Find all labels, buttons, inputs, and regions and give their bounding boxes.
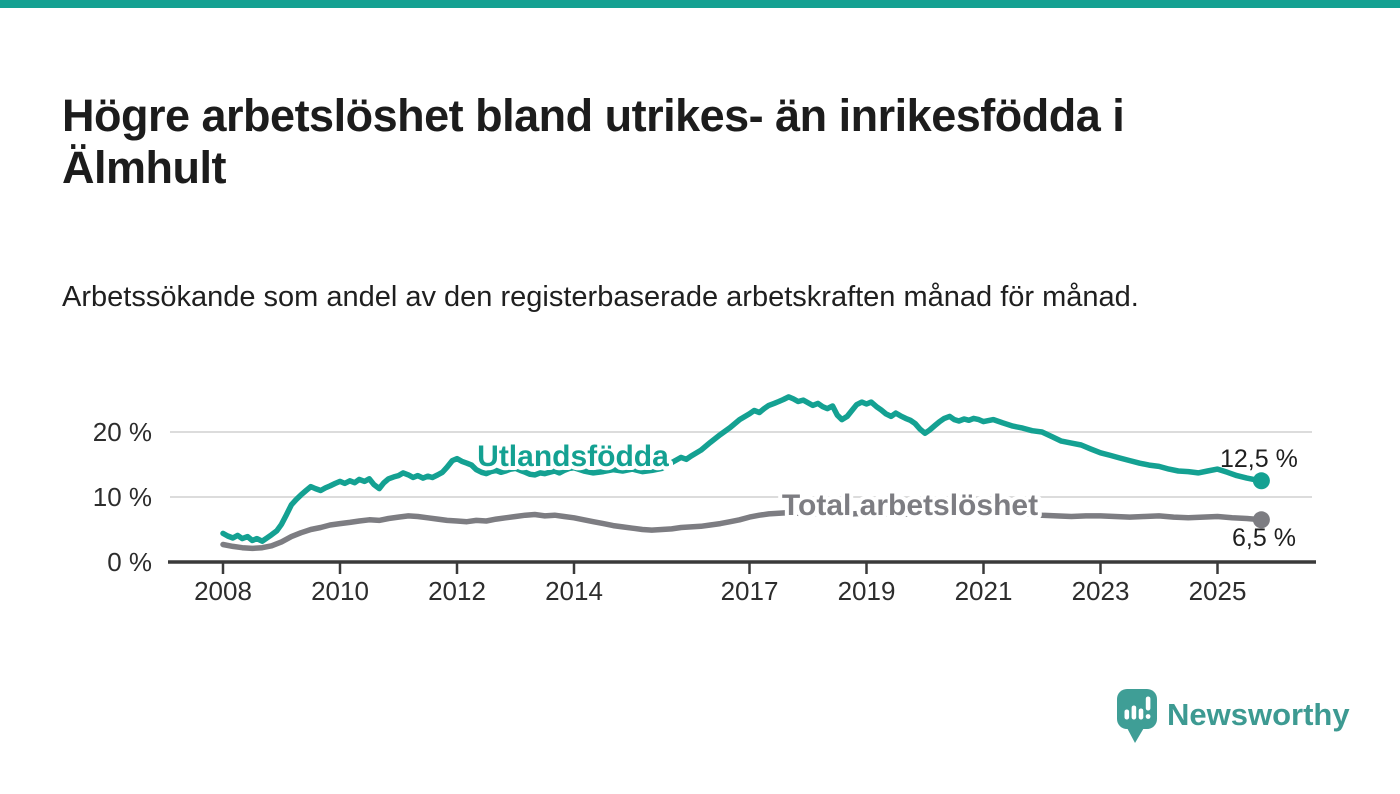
end-dot-utlandsfodda (1252, 472, 1270, 490)
x-axis-ticks (221, 563, 1219, 574)
newsworthy-logo-icon (1117, 689, 1157, 743)
series-label-total-arbetsloshet: Total arbetslöshet (782, 489, 1038, 522)
line-total-arbetsloshet (220, 504, 1265, 552)
x-tick-label-2021: 2021 (955, 576, 1013, 606)
x-tick-label-2010: 2010 (311, 576, 369, 606)
line-utlandsfodda (220, 394, 1265, 544)
page-subtitle: Arbetssökande som andel av den registerb… (62, 281, 1139, 313)
newsworthy-logo-text: Newsworthy (1167, 697, 1350, 732)
y-tick-label-10: 10 % (93, 482, 152, 512)
x-tick-label-2019: 2019 (838, 576, 896, 606)
y-tick-label-20: 20 % (93, 417, 152, 447)
x-tick-label-2012: 2012 (428, 576, 486, 606)
x-axis-tick-labels: 2008 2010 2012 2014 2017 2019 2021 2023 2025 (194, 576, 1246, 606)
y-axis-tick-labels: 0 % 10 % 20 % (93, 417, 152, 577)
x-tick-label-2008: 2008 (194, 576, 252, 606)
x-tick-label-2017: 2017 (721, 576, 779, 606)
end-value-label-total: 6,5 % (1232, 524, 1296, 552)
x-tick-label-2025: 2025 (1189, 576, 1247, 606)
series-label-utlandsfodda: Utlandsfödda (477, 440, 669, 473)
end-value-label-utlandsfodda: 12,5 % (1220, 445, 1298, 473)
y-tick-label-0: 0 % (107, 547, 152, 577)
x-tick-label-2023: 2023 (1072, 576, 1130, 606)
end-dot-total-arbetsloshet (1252, 511, 1270, 529)
x-tick-label-2014: 2014 (545, 576, 603, 606)
page-title: Högre arbetslöshet bland utrikes- än inr… (62, 90, 1125, 194)
newsworthy-logo: Newsworthy (1117, 689, 1350, 743)
gridlines (170, 431, 1312, 498)
series-lines (220, 394, 1270, 552)
accent-top-bar (0, 0, 1400, 8)
